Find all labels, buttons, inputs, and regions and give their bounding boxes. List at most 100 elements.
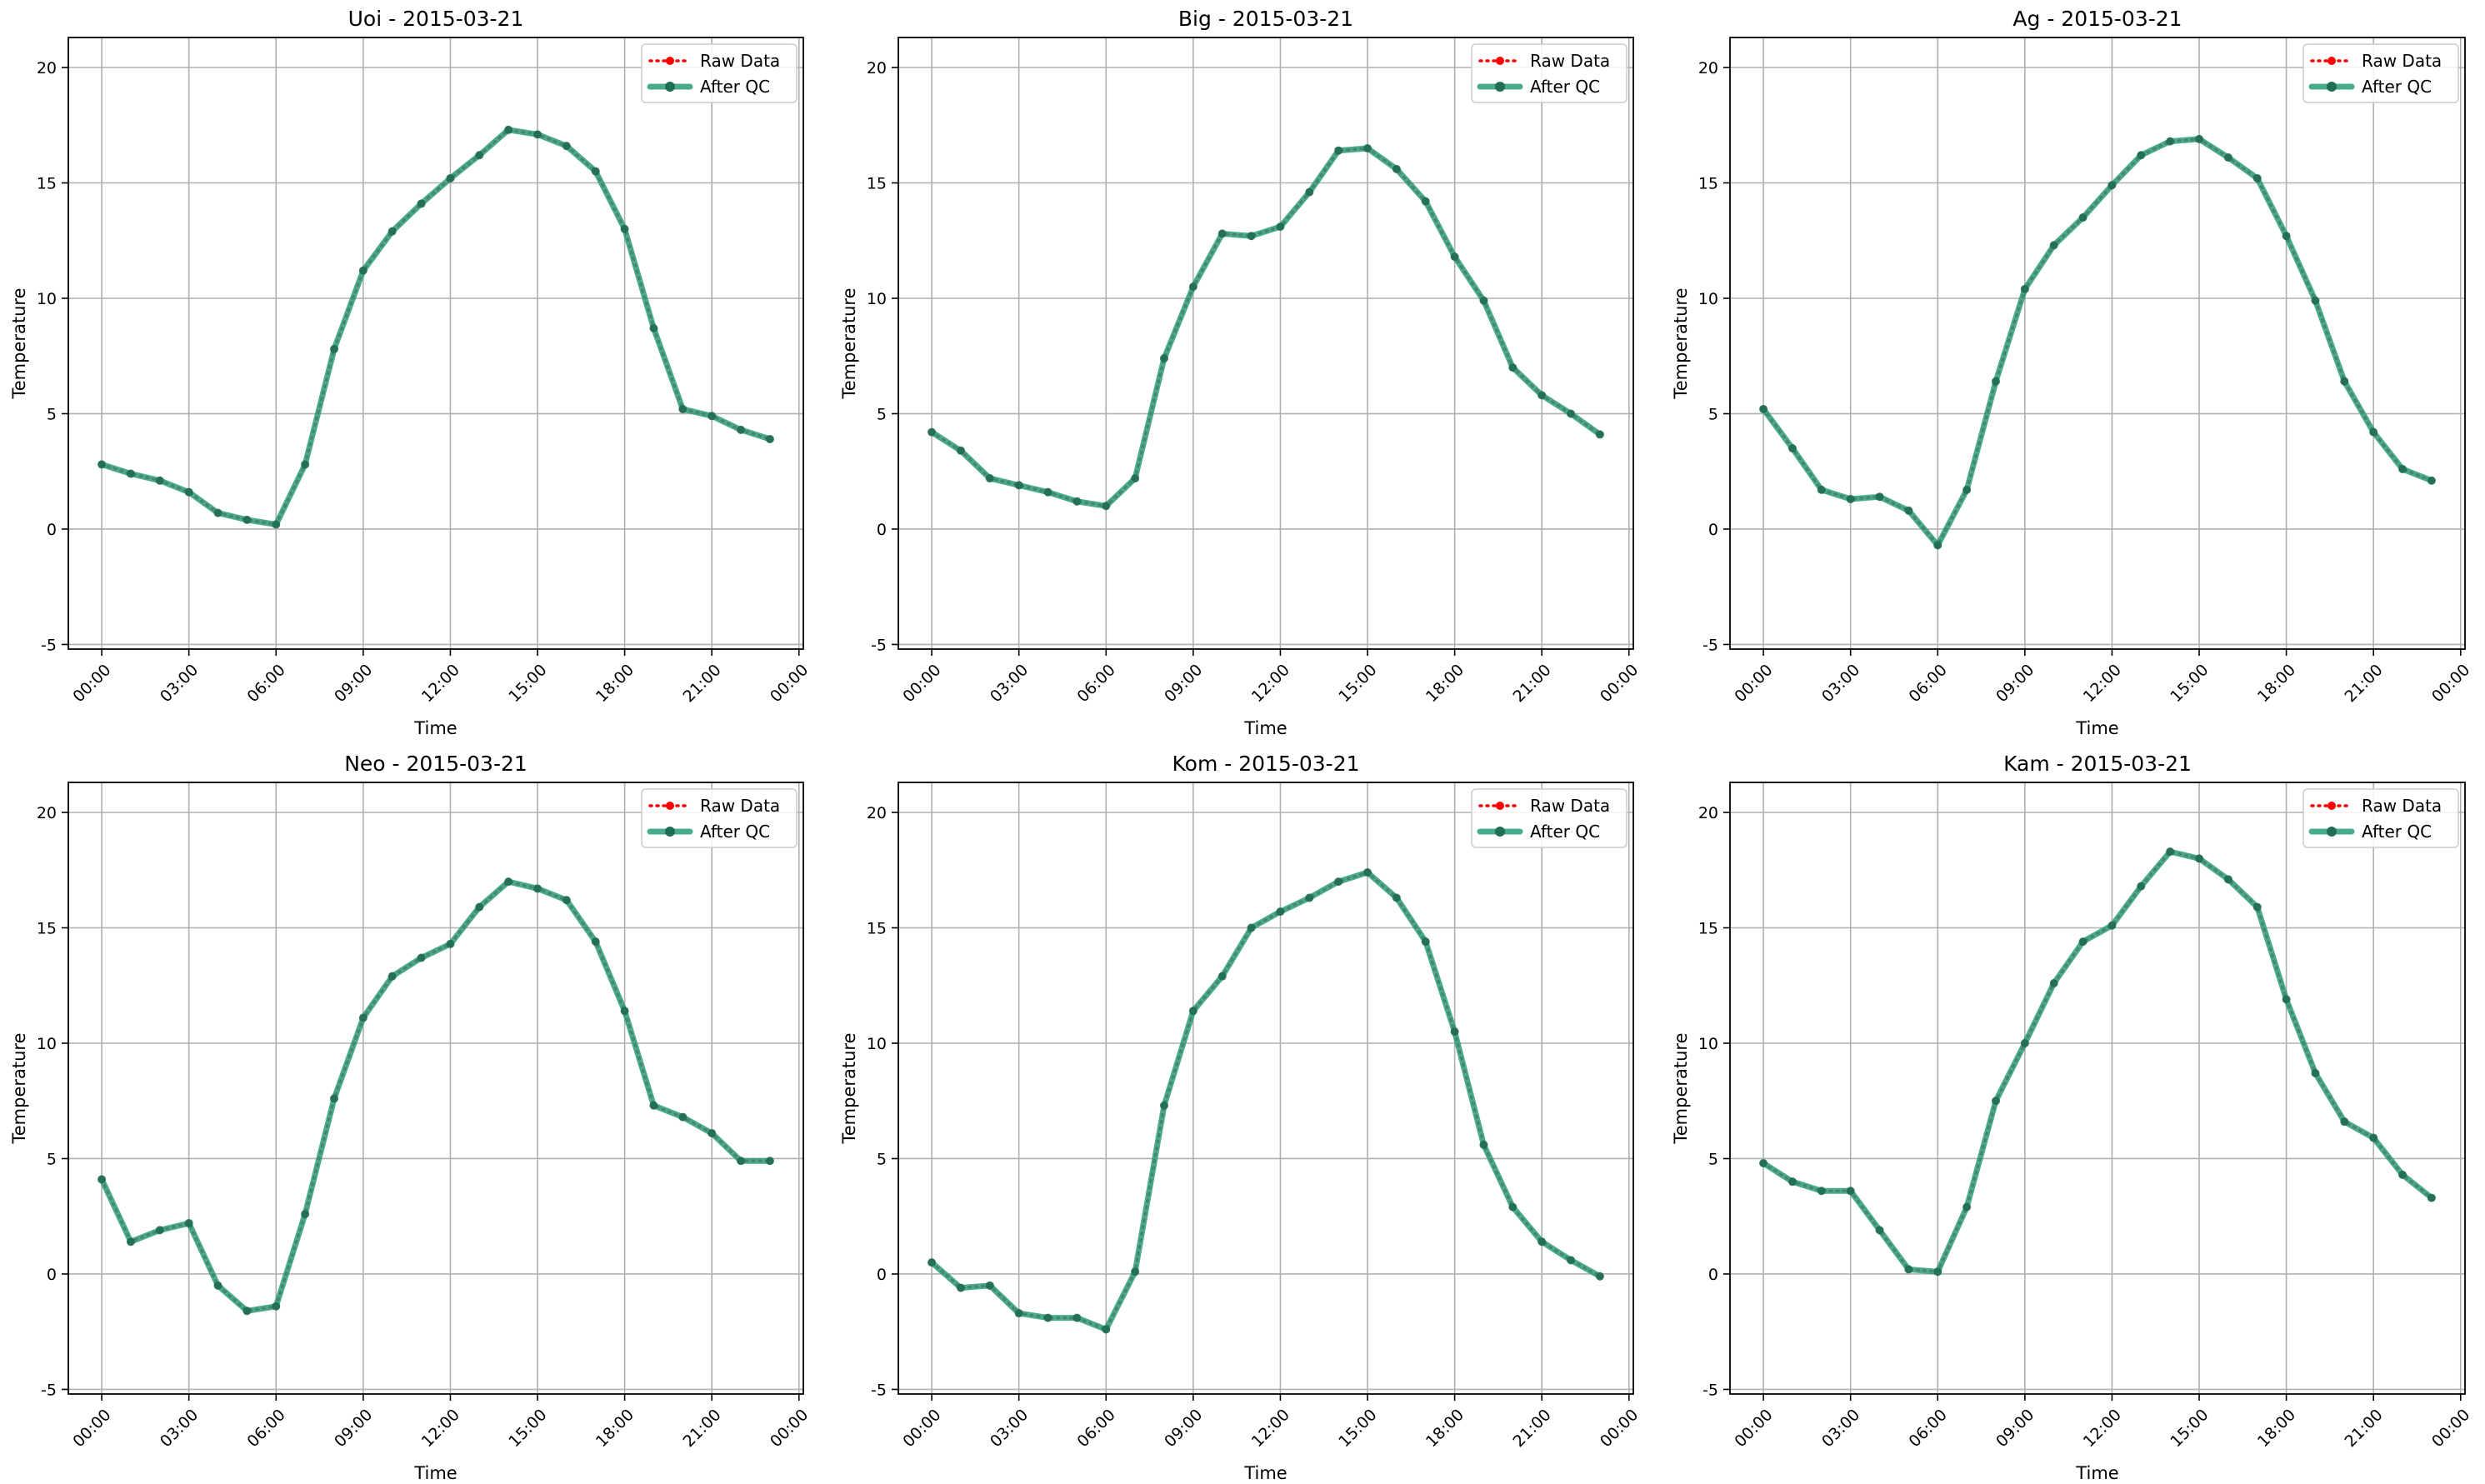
data-point: [1188, 282, 1198, 292]
legend-label: After QC: [1530, 822, 1600, 842]
x-tick-label: 12:00: [1248, 661, 1293, 706]
data-point: [649, 1101, 658, 1110]
x-tick-label: 09:00: [1161, 1406, 1206, 1451]
data-point: [2427, 476, 2436, 485]
data-point: [1904, 506, 1913, 515]
legend-marker: [666, 57, 674, 65]
x-tick-label: 00:00: [2428, 1406, 2473, 1451]
y-tick-label: 10: [867, 1035, 887, 1053]
legend-label: Raw Data: [2362, 796, 2442, 816]
data-point: [1305, 187, 1314, 197]
data-point: [1131, 1267, 1140, 1277]
y-tick-label: 0: [877, 1266, 887, 1284]
data-point: [417, 953, 426, 962]
y-tick-label: 0: [1708, 521, 1718, 539]
data-point: [1305, 893, 1314, 902]
y-tick-label: 15: [867, 174, 887, 192]
data-point: [1508, 363, 1518, 372]
legend-label: Raw Data: [700, 51, 780, 71]
y-tick-label: 5: [47, 405, 57, 423]
data-point: [1247, 232, 1256, 241]
x-tick-label: 21:00: [679, 661, 724, 706]
y-tick-label: 0: [877, 521, 887, 539]
data-point: [329, 344, 338, 353]
series-line: [930, 147, 1602, 508]
y-tick-label: 0: [47, 521, 57, 539]
data-point: [388, 972, 397, 981]
chart-title: Kam - 2015-03-21: [2003, 752, 2192, 776]
x-tick-label: 00:00: [1731, 1406, 1776, 1451]
data-point: [1875, 1226, 1884, 1235]
data-point: [417, 199, 426, 208]
chart-title: Uoi - 2015-03-21: [348, 7, 524, 31]
data-point: [737, 425, 746, 434]
series-line: [1760, 136, 2435, 548]
data-point: [1334, 877, 1343, 887]
y-axis-label: Temperature: [9, 1032, 29, 1144]
y-tick-label: 0: [1708, 1266, 1718, 1284]
x-tick-label: 09:00: [331, 1406, 376, 1451]
y-tick-label: 15: [1698, 174, 1718, 192]
data-point: [475, 902, 484, 912]
data-point: [1159, 354, 1168, 363]
x-tick-label: 06:00: [244, 661, 289, 706]
y-tick-label: 15: [1698, 919, 1718, 937]
x-tick-label: 21:00: [2341, 661, 2386, 706]
data-point: [504, 877, 513, 887]
data-point: [301, 1209, 310, 1218]
data-point: [1538, 391, 1547, 400]
data-point: [1904, 1265, 1913, 1274]
x-tick-label: 06:00: [1074, 1406, 1119, 1451]
legend: Raw Data After QC: [2302, 788, 2459, 848]
x-tick-label: 12:00: [2080, 661, 2125, 706]
data-point: [2137, 882, 2146, 891]
x-tick-label: 00:00: [767, 1406, 812, 1451]
x-tick-label: 18:00: [2254, 661, 2299, 706]
data-point: [765, 434, 774, 443]
y-tick-label: 0: [47, 1266, 57, 1284]
legend-label: Raw Data: [2362, 51, 2442, 71]
data-point: [765, 1157, 774, 1166]
y-tick-label: 10: [37, 1035, 57, 1053]
data-point: [2166, 137, 2175, 146]
data-point: [1962, 485, 1972, 494]
legend-marker: [665, 82, 675, 92]
chart-panel: 00:00 03:00 06:00 09:00 12:00 15:00 18:00 21:00…: [9, 752, 812, 1483]
x-tick-label: 09:00: [1992, 1406, 2038, 1451]
y-tick-label: -5: [1702, 636, 1718, 654]
data-point: [620, 1007, 629, 1016]
data-point: [1276, 907, 1285, 917]
data-point: [2108, 921, 2117, 930]
legend-label: After QC: [2362, 77, 2432, 97]
x-tick-label: 15:00: [2167, 661, 2212, 706]
data-point: [2340, 377, 2349, 386]
data-point: [591, 167, 600, 176]
legend-marker: [2327, 82, 2337, 92]
x-tick-label: 09:00: [1992, 661, 2038, 706]
data-point: [1363, 868, 1372, 877]
data-point: [620, 224, 629, 233]
data-point: [708, 1129, 717, 1138]
y-axis-label: Temperature: [1671, 287, 1691, 399]
x-axis-label: Time: [2075, 1463, 2118, 1483]
chart-panel: 00:00 03:00 06:00 09:00 12:00 15:00 18:00 21:00…: [9, 7, 812, 738]
chart-panel: 00:00 03:00 06:00 09:00 12:00 15:00 18:00 21:00…: [1671, 752, 2473, 1483]
data-point: [562, 142, 571, 151]
y-tick-label: -5: [41, 636, 57, 654]
data-point: [388, 227, 397, 236]
axes-frame: [898, 37, 1634, 650]
y-tick-label: 20: [37, 804, 57, 822]
axes-frame: [898, 782, 1634, 1395]
data-point: [1788, 1177, 1797, 1187]
axes-frame: [68, 37, 804, 650]
legend-label: After QC: [1530, 77, 1600, 97]
data-point: [2078, 213, 2088, 222]
data-point: [1479, 296, 1488, 305]
x-tick-label: 15:00: [2167, 1406, 2212, 1451]
data-point: [446, 939, 455, 948]
x-tick-label: 00:00: [1597, 1406, 1642, 1451]
y-tick-label: 15: [37, 919, 57, 937]
data-point: [2223, 153, 2232, 162]
legend: Raw Data After QC: [1471, 43, 1628, 103]
y-tick-label: 5: [877, 405, 887, 423]
